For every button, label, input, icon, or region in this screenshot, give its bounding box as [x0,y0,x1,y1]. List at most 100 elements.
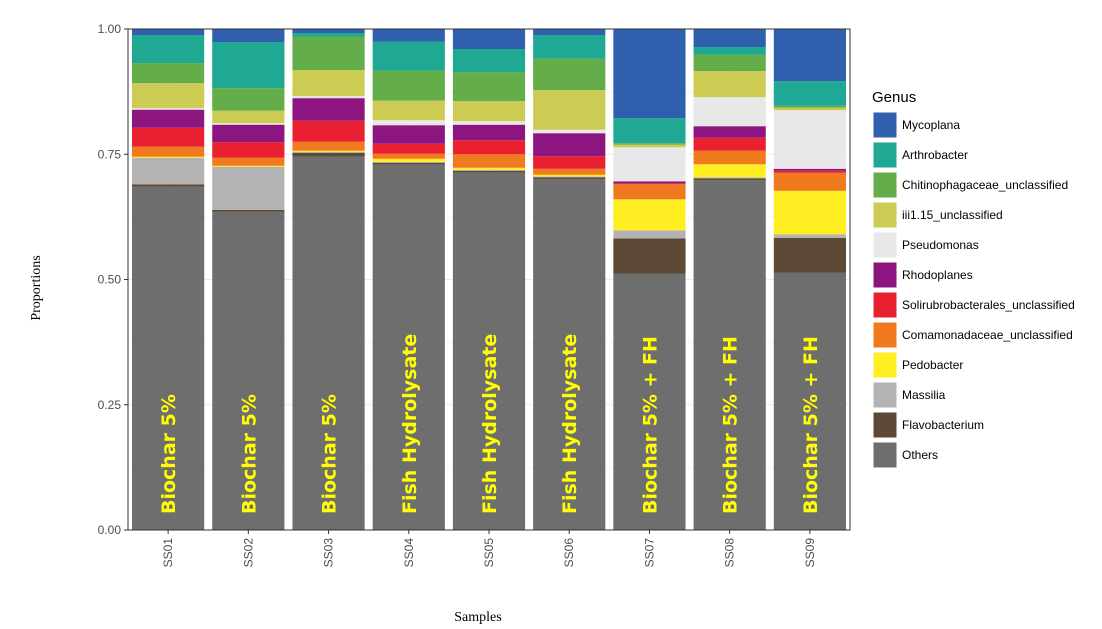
bar-segment-chitinophagaceae-unclassified [292,36,365,71]
bar-segment-others [533,179,606,531]
bar-segment-pedobacter [613,199,686,231]
bar-segment-mycoplana [613,29,686,119]
bar-segment-mycoplana [372,29,445,42]
bar-segment-iii1-15-unclassified [292,70,365,97]
legend-swatch [872,441,898,469]
legend-label: Arthrobacter [902,148,968,162]
legend-label: Comamonadaceae_unclassified [902,328,1073,342]
bar-labels: Biochar 5% Biochar 5% Biochar 5% Fish Hydro… [158,334,822,514]
bar-segment-flavobacterium [372,162,445,165]
legend-swatch [872,381,898,409]
bar-segment-chitinophagaceae-unclassified [613,143,686,145]
bar-segment-pseudomonas [372,120,445,126]
bar-segment-others [773,272,846,530]
bar-label: Fish Hydrolysate [559,334,581,514]
y-tick-label: 1.00 [98,22,122,36]
bar-segment-iii1-15-unclassified [212,110,285,124]
bar-segment-flavobacterium [292,152,365,157]
bar-segment-pseudomonas [613,147,686,182]
bar-segment-pedobacter [452,167,526,170]
bar-segment-rhodoplanes [452,124,526,141]
bar-segment-solirubrobacterales-unclassified [693,137,766,151]
bar-segment-arthrobacter [613,118,686,144]
x-tick-label: SS05 [482,538,496,568]
bar-segment-others [212,211,285,531]
legend-swatch [872,141,898,169]
legend-label: Rhodoplanes [902,268,973,282]
bar-segment-pseudomonas [132,108,205,110]
bar-segment-rhodoplanes [773,168,846,171]
bar-segment-massilia [693,177,766,179]
x-tick-label: SS09 [803,538,817,568]
bar-segment-arthrobacter [292,33,365,37]
legend-swatch [872,321,898,349]
bar-segment-arthrobacter [452,49,526,73]
bar-segment-comamonadaceae-unclassified [452,154,526,168]
bar-segment-rhodoplanes [533,133,606,157]
legend: Genus Mycoplana Arthrobacter Chitinophagac… [872,89,1075,469]
bar-segment-rhodoplanes [292,98,365,121]
bar-segment-rhodoplanes [613,181,686,184]
bar-segment-rhodoplanes [372,125,445,144]
bar-segment-arthrobacter [372,41,445,71]
bar-label: Biochar 5% + FH [800,336,822,514]
bar-segment-massilia [292,151,365,153]
y-axis: 0.00 0.25 0.50 0.75 1.00 [98,22,128,537]
bar-segment-others [613,273,686,530]
bar-segment-comamonadaceae-unclassified [372,153,445,159]
legend-label: Solirubrobacterales_unclassified [902,298,1075,312]
legend-label: Massilia [902,388,946,402]
bar-segment-solirubrobacterales-unclassified [533,156,606,169]
legend-label: iii1.15_unclassified [902,208,1003,222]
bar-segment-massilia [452,169,526,171]
bar-segment-chitinophagaceae-unclassified [452,72,526,102]
bar-segment-pedobacter [372,158,445,162]
bar-segment-massilia [212,166,285,210]
bar-segment-flavobacterium [212,209,285,212]
legend-swatch [872,201,898,229]
x-tick-label: SS07 [642,538,656,568]
bar-segment-solirubrobacterales-unclassified [452,140,526,155]
bar-segment-others [292,156,365,530]
bar-segment-others [132,186,205,530]
bar-segment-mycoplana [693,29,766,48]
legend-label: Chitinophagaceae_unclassified [902,178,1068,192]
bar-segment-chitinophagaceae-unclassified [372,70,445,101]
bar-segment-pseudomonas [773,110,846,169]
bar-segment-others [372,164,445,530]
bar-segment-flavobacterium [533,177,606,180]
bar-segment-pedobacter [132,156,205,158]
x-axis: SS01 SS02 SS03 SS04 SS05 SS06 SS07 SS08 SS09 [161,530,817,567]
legend-label: Mycoplana [902,118,960,132]
legend-swatch [872,111,898,139]
bar-segment-pseudomonas [212,123,285,125]
bar-segment-chitinophagaceae-unclassified [212,88,285,111]
bar-segment-massilia [533,176,606,178]
bar-segment-solirubrobacterales-unclassified [773,170,846,173]
legend-label: Others [902,448,938,462]
bar-segment-pseudomonas [452,121,526,125]
x-tick-label: SS02 [241,538,255,568]
bar-segment-mycoplana [773,29,846,82]
bar-segment-pseudomonas [693,97,766,127]
legend-swatch [872,411,898,439]
legend-label: Flavobacterium [902,418,984,432]
y-tick-label: 0.00 [98,523,122,537]
bar-segment-pedobacter [212,165,285,167]
legend-label: Pseudomonas [902,238,979,252]
bar-segment-rhodoplanes [212,124,285,143]
x-tick-label: SS04 [402,538,416,568]
bar-segment-mycoplana [132,29,205,36]
y-tick-label: 0.25 [98,398,122,412]
bar-segment-flavobacterium [773,237,846,273]
bar-segment-arthrobacter [693,47,766,55]
bar-segment-mycoplana [212,29,285,43]
bar-label: Fish Hydrolysate [479,334,501,514]
legend-title: Genus [872,89,916,106]
bar-segment-mycoplana [452,29,526,50]
bar-segment-chitinophagaceae-unclassified [693,54,766,72]
bar-segment-iii1-15-unclassified [773,107,846,111]
bar-segment-massilia [613,230,686,239]
bar-segment-solirubrobacterales-unclassified [372,143,445,154]
